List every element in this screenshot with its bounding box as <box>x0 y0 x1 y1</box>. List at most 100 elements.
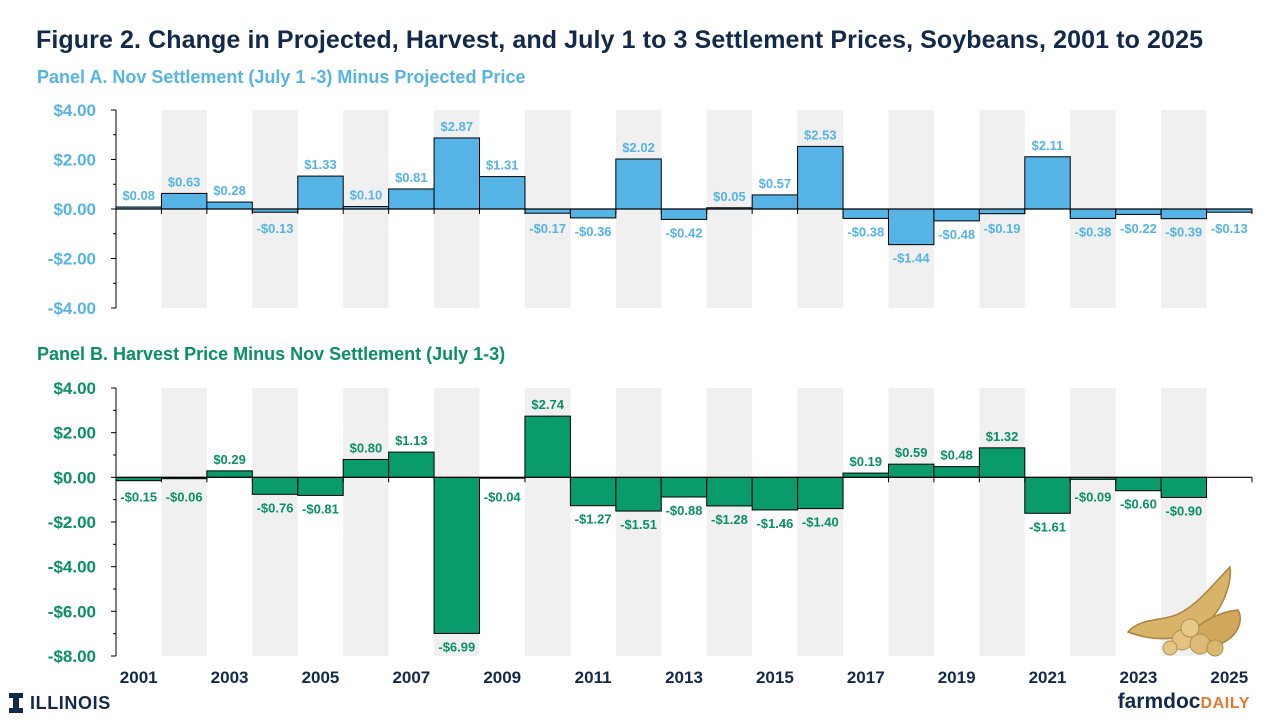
data-label: $2.53 <box>804 127 837 142</box>
bar <box>978 447 1026 478</box>
illinois-block-i-icon <box>9 693 23 713</box>
bar <box>1024 156 1071 210</box>
y-tick-label: -$4.00 <box>48 558 96 577</box>
x-tick-label: 2001 <box>120 668 158 687</box>
data-label: $2.74 <box>531 397 564 412</box>
bar <box>342 458 390 478</box>
data-label: $0.57 <box>759 176 792 191</box>
bar <box>978 208 1026 215</box>
y-tick-label: -$2.00 <box>48 513 96 532</box>
bar <box>160 192 208 210</box>
y-tick-label: -$8.00 <box>48 647 96 666</box>
data-label: -$0.06 <box>166 489 203 504</box>
data-label: -$0.15 <box>120 489 157 504</box>
data-label: $0.80 <box>350 440 383 455</box>
x-tick-label: 2015 <box>756 668 794 687</box>
bar <box>842 472 889 478</box>
bar <box>933 208 980 222</box>
illinois-logo: ILLINOIS <box>8 692 111 714</box>
background-band <box>252 388 298 656</box>
y-tick-label: $0.00 <box>53 200 96 219</box>
data-label: -$1.27 <box>575 512 612 527</box>
bar <box>751 476 799 511</box>
data-label: $0.59 <box>895 445 928 460</box>
bar <box>479 176 526 210</box>
panel-a-title: Panel A. Nov Settlement (July 1 -3) Minu… <box>37 67 526 87</box>
data-label: -$0.17 <box>529 221 566 236</box>
bar <box>206 201 253 210</box>
bar <box>842 208 889 219</box>
bar <box>524 415 571 478</box>
y-tick-label: $4.00 <box>53 101 96 120</box>
bar <box>1069 208 1117 219</box>
bar <box>1115 208 1162 215</box>
farmdoc-logo: farmdocDAILY <box>1118 690 1250 714</box>
data-label: -$0.38 <box>1075 224 1112 239</box>
background-band <box>615 388 662 656</box>
data-label: $0.29 <box>213 452 246 467</box>
bar <box>797 145 844 210</box>
y-tick-label: $2.00 <box>53 424 96 443</box>
x-tick-label: 2003 <box>211 668 249 687</box>
data-label: -$6.99 <box>438 639 475 654</box>
y-tick-label: $4.00 <box>53 379 96 398</box>
data-label: -$0.81 <box>302 501 339 516</box>
data-label: -$1.28 <box>711 512 748 527</box>
data-label: -$0.38 <box>847 224 884 239</box>
x-tick-label: 2013 <box>665 668 703 687</box>
bar <box>751 194 799 210</box>
data-label: $0.10 <box>350 188 383 203</box>
y-tick-label: $2.00 <box>53 151 96 170</box>
data-label: -$0.60 <box>1120 497 1157 512</box>
y-tick-label: -$2.00 <box>48 250 96 269</box>
data-label: $0.63 <box>168 174 201 189</box>
bar <box>887 208 935 246</box>
data-label: $2.02 <box>622 140 655 155</box>
bar <box>297 476 344 496</box>
bar <box>433 476 481 634</box>
background-band <box>979 388 1025 656</box>
x-tick-label: 2011 <box>575 668 612 687</box>
data-label: -$0.36 <box>575 224 612 239</box>
bar <box>388 188 435 210</box>
background-band <box>797 388 844 656</box>
data-label: $1.13 <box>395 433 428 448</box>
x-tick-label: 2023 <box>1119 668 1157 687</box>
bar <box>297 175 344 210</box>
data-label: -$1.40 <box>802 515 839 530</box>
bar <box>251 476 299 495</box>
panel-a-chart: -$4.00 -$2.00 $0.00 $2.00 $4.00 $0.08 $0.63 $0.… <box>48 101 1253 318</box>
x-tick-label: 2005 <box>302 668 340 687</box>
illinois-wordmark: ILLINOIS <box>30 692 111 713</box>
data-label: -$0.90 <box>1165 503 1202 518</box>
data-label: -$1.51 <box>620 517 657 532</box>
x-tick-label: 2009 <box>483 668 521 687</box>
data-label: -$0.22 <box>1120 221 1157 236</box>
data-label: -$0.42 <box>666 225 703 240</box>
data-label: $0.08 <box>122 188 155 203</box>
background-band <box>706 388 753 656</box>
background-band <box>1070 388 1116 656</box>
data-label: -$0.88 <box>666 503 703 518</box>
bar <box>706 476 753 507</box>
y-tick-label: -$6.00 <box>48 602 96 621</box>
bar <box>1024 476 1071 514</box>
panel-b-chart: -$8.00 -$6.00 -$4.00 -$2.00 $0.00 $2.00 $4.00 -… <box>48 379 1253 687</box>
bar <box>660 208 708 220</box>
data-label: -$0.48 <box>938 227 975 242</box>
bar <box>660 476 708 498</box>
bar <box>206 470 253 478</box>
bar <box>887 463 935 478</box>
bar <box>433 137 481 210</box>
background-band <box>343 388 389 656</box>
data-label: $0.48 <box>940 448 973 463</box>
x-tick-label: 2007 <box>392 668 430 687</box>
background-band <box>161 388 207 656</box>
data-label: -$0.19 <box>984 221 1021 236</box>
daily-wordmark: DAILY <box>1200 695 1250 712</box>
y-tick-label: $0.00 <box>53 468 96 487</box>
data-label: $0.28 <box>213 183 246 198</box>
figure-title: Figure 2. Change in Projected, Harvest, … <box>36 26 1204 54</box>
